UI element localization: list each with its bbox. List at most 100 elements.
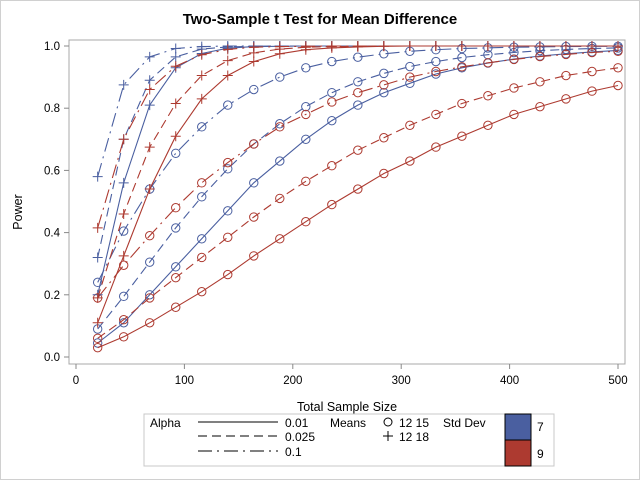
data-point bbox=[509, 83, 519, 93]
data-point bbox=[170, 43, 181, 54]
y-tick-label: 0.8 bbox=[44, 103, 60, 115]
series-line bbox=[97, 45, 618, 283]
data-point bbox=[197, 122, 207, 132]
data-point bbox=[92, 333, 103, 344]
legend-means-title: Means bbox=[330, 416, 366, 430]
data-point bbox=[197, 234, 207, 244]
data-point bbox=[431, 109, 441, 120]
data-point bbox=[483, 58, 493, 68]
data-point bbox=[457, 131, 467, 141]
data-point bbox=[561, 70, 571, 81]
data-point bbox=[249, 251, 259, 261]
data-point bbox=[170, 51, 181, 62]
data-point bbox=[118, 291, 129, 302]
data-point bbox=[613, 80, 623, 91]
data-point bbox=[222, 55, 233, 66]
data-point bbox=[587, 66, 597, 77]
data-point bbox=[482, 41, 493, 51]
data-point bbox=[301, 101, 311, 112]
data-point bbox=[222, 44, 233, 55]
x-tick-label: 0 bbox=[73, 375, 79, 387]
x-tick-label: 400 bbox=[500, 375, 519, 387]
series-11 bbox=[92, 41, 623, 233]
data-point bbox=[483, 91, 493, 101]
legend-sd-0: 7 bbox=[537, 420, 544, 434]
chart-title: Two-Sample t Test for Mean Difference bbox=[183, 11, 458, 28]
data-point bbox=[457, 98, 467, 109]
series-layer bbox=[92, 41, 623, 353]
series-line bbox=[97, 50, 619, 299]
data-point bbox=[456, 41, 467, 51]
data-point bbox=[301, 217, 311, 227]
data-point bbox=[379, 168, 389, 179]
x-axis-label: Total Sample Size bbox=[297, 400, 397, 414]
data-point bbox=[170, 131, 181, 142]
y-axis: 0.0 0.2 0.4 0.6 0.8 1.0 bbox=[44, 41, 69, 364]
data-point bbox=[197, 252, 207, 263]
data-point bbox=[379, 133, 389, 143]
series-3 bbox=[92, 80, 623, 353]
series-5 bbox=[92, 46, 623, 303]
data-point bbox=[378, 41, 389, 51]
data-point bbox=[197, 286, 207, 297]
y-tick-label: 0.6 bbox=[44, 165, 60, 177]
data-point bbox=[170, 61, 181, 72]
data-point bbox=[431, 66, 441, 77]
data-point bbox=[509, 109, 519, 120]
data-point bbox=[223, 206, 233, 216]
legend-alpha-2: 0.1 bbox=[285, 445, 302, 459]
legend-alpha-0: 0.01 bbox=[285, 416, 309, 430]
series-8 bbox=[92, 41, 623, 182]
legend-circle-marker-icon bbox=[383, 417, 393, 427]
series-line bbox=[97, 45, 618, 295]
data-point bbox=[275, 193, 285, 204]
data-point bbox=[171, 223, 181, 233]
data-point bbox=[171, 302, 181, 312]
data-point bbox=[118, 134, 129, 145]
data-point bbox=[275, 234, 285, 244]
data-point bbox=[118, 177, 129, 188]
y-axis-label: Power bbox=[11, 194, 25, 229]
data-point bbox=[223, 100, 233, 110]
data-point bbox=[248, 56, 259, 67]
data-point bbox=[118, 79, 129, 90]
data-point bbox=[196, 70, 207, 81]
x-axis: 0 100 200 300 400 500 bbox=[73, 364, 628, 387]
data-point bbox=[118, 332, 129, 342]
plot-area bbox=[68, 39, 626, 365]
legend-sd-1: 9 bbox=[537, 447, 544, 461]
data-point bbox=[197, 178, 207, 188]
data-point bbox=[118, 208, 129, 219]
data-point bbox=[561, 94, 571, 104]
x-tick-label: 300 bbox=[392, 375, 411, 387]
data-point bbox=[249, 212, 259, 222]
series-line bbox=[97, 49, 619, 344]
data-point bbox=[275, 119, 285, 129]
data-point bbox=[249, 84, 259, 95]
data-point bbox=[508, 41, 519, 51]
legend-means-0: 12 15 bbox=[399, 416, 429, 430]
legend-alpha-1: 0.025 bbox=[285, 430, 315, 444]
legend-sd-swatch-7 bbox=[504, 413, 532, 441]
data-point bbox=[223, 269, 233, 280]
data-point bbox=[275, 122, 285, 132]
data-point bbox=[405, 120, 415, 131]
data-point bbox=[275, 156, 285, 166]
data-point bbox=[222, 70, 233, 81]
data-point bbox=[587, 86, 597, 96]
data-point bbox=[405, 78, 415, 89]
data-point bbox=[275, 72, 285, 82]
data-point bbox=[301, 63, 311, 73]
legend-alpha-title: Alpha bbox=[150, 416, 181, 430]
y-tick-label: 0.4 bbox=[44, 228, 61, 240]
data-point bbox=[327, 161, 337, 171]
x-tick-label: 200 bbox=[283, 375, 302, 387]
series-4 bbox=[92, 63, 623, 344]
data-point bbox=[92, 342, 103, 353]
data-point bbox=[171, 262, 181, 272]
data-point bbox=[144, 51, 155, 62]
data-point bbox=[327, 115, 337, 126]
data-point bbox=[92, 277, 103, 288]
data-point bbox=[196, 49, 207, 60]
legend-sd-title: Std Dev bbox=[443, 416, 486, 430]
